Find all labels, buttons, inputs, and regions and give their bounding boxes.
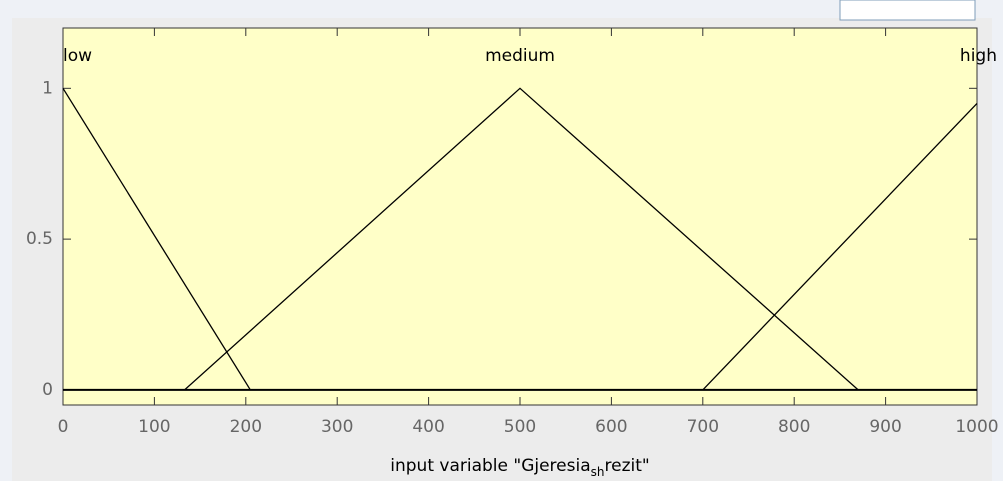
y-tick-label: 0 — [42, 380, 53, 400]
x-axis-label: input variable "Gjeresiashrezit" — [390, 456, 649, 479]
x-tick-label: 100 — [138, 417, 170, 437]
membership-line — [184, 87, 859, 391]
x-label-end: rezit" — [605, 456, 650, 476]
x-tick-label: 400 — [412, 417, 444, 437]
x-tick-label: 500 — [504, 417, 536, 437]
x-tick-label: 200 — [230, 417, 262, 437]
series-label: medium — [485, 46, 555, 66]
y-tick-label: 1 — [42, 78, 53, 98]
plot-area — [62, 27, 978, 406]
x-label-sub: sh — [591, 465, 605, 479]
x-tick-label: 300 — [321, 417, 353, 437]
x-tick-label: 900 — [869, 417, 901, 437]
y-tick-label: 0.5 — [26, 229, 53, 249]
x-tick-label: 1000 — [955, 417, 998, 437]
x-tick-label: 700 — [687, 417, 719, 437]
membership-line — [702, 102, 978, 391]
x-label-main: input variable "Gjeresia — [390, 456, 590, 476]
x-tick-label: 800 — [778, 417, 810, 437]
series-label: low — [63, 46, 92, 66]
x-tick-label: 600 — [595, 417, 627, 437]
x-tick-label: 0 — [58, 417, 69, 437]
membership-line — [62, 87, 251, 391]
input-box — [839, 0, 976, 21]
series-label: high — [960, 46, 997, 66]
